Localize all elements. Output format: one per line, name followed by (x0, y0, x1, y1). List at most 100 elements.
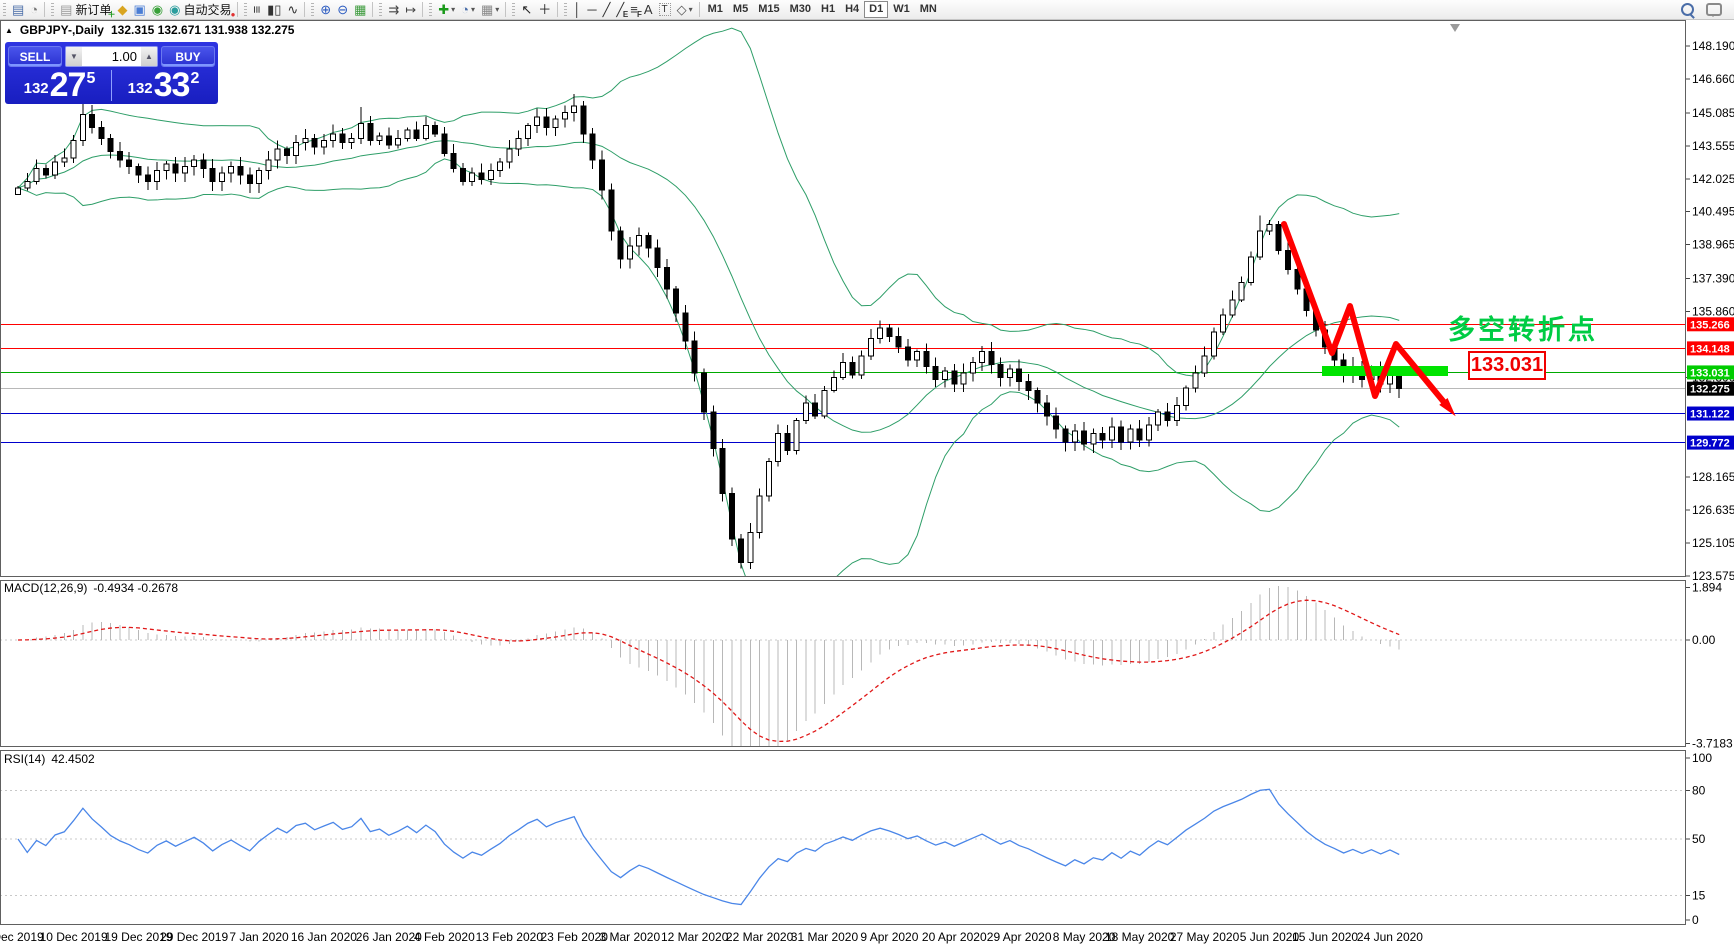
periods-icon-dropdown-arrow[interactable]: ▾ (470, 5, 475, 14)
crosshair-icon[interactable]: ＋ (535, 1, 554, 18)
candle (1266, 224, 1273, 232)
candle (700, 372, 707, 413)
annotation-trend-arrow[interactable] (1281, 221, 1451, 410)
main-chart-plot[interactable] (0, 27, 1686, 605)
community-icon[interactable]: ▣ (130, 1, 148, 18)
timeframe-m15-button[interactable]: M15 (758, 3, 780, 15)
chart-symbol-label: GBPJPY-,Daily (19, 23, 104, 37)
cursor-icon[interactable]: ↖ (518, 1, 535, 18)
price-tick-label: 142.025 (1692, 172, 1734, 186)
rsi-label: RSI(14) 42.4502 (4, 752, 101, 766)
arrows-icon-dropdown-arrow[interactable]: ▾ (688, 5, 693, 14)
autotrading-button-label: 自动交易 (183, 3, 232, 17)
text-icon[interactable]: A (641, 1, 656, 18)
fibonacci-icon[interactable]: ≡ F (627, 1, 642, 19)
arrows-icon[interactable]: ◇ ▾ (674, 1, 696, 18)
autotrading-button[interactable]: ◉ ● 自动交易 (166, 1, 235, 19)
volume-stepper: ▼ ▲ (65, 46, 158, 67)
timeframe-m30-button[interactable]: M30 (789, 3, 811, 15)
chat-icon[interactable] (1706, 3, 1722, 17)
volume-increase-button[interactable]: ▲ (141, 47, 157, 66)
candle (293, 142, 300, 157)
periods-icon[interactable]: ◔ ▾ (458, 1, 478, 18)
buy-button[interactable]: BUY (161, 46, 215, 67)
timeframe-h1-button[interactable]: H1 (821, 3, 836, 15)
signals-icon[interactable]: ◉ (149, 1, 166, 18)
toolbar-group-handle[interactable] (51, 3, 55, 16)
line-chart-icon[interactable]: ∿ (284, 1, 301, 18)
templates-icon-dropdown-arrow[interactable]: ▾ (495, 5, 500, 14)
templates-icon[interactable]: ▦ ▾ (478, 1, 502, 18)
candle (1145, 424, 1152, 441)
timeframe-mn-button[interactable]: MN (919, 3, 937, 15)
horizontal-line-icon[interactable]: ─ (584, 1, 599, 18)
toolbar-group-handle[interactable] (311, 3, 315, 16)
toolbar-group-handle[interactable] (429, 3, 433, 16)
annotation-price-label[interactable]: 133.031 (1468, 351, 1546, 380)
candle (218, 172, 225, 182)
toolbar-group-handle[interactable] (379, 3, 383, 16)
timeframe-m1-button[interactable]: M1 (707, 3, 723, 15)
channel-icon[interactable]: ╱ E (613, 1, 628, 19)
vertical-line-icon[interactable]: │ (570, 1, 584, 18)
metaeditor-icon[interactable]: ◆ (114, 1, 130, 18)
bollinger-lower-band[interactable] (17, 158, 1400, 605)
candle (497, 161, 504, 172)
indicators-icon[interactable]: ✚ ▾ (435, 1, 458, 18)
candle (626, 245, 633, 260)
bar-chart-icon[interactable]: ≡ (250, 1, 265, 18)
candle (691, 340, 698, 374)
toolbar-group-handle[interactable] (564, 3, 568, 16)
timeframe-m5-button[interactable]: M5 (732, 3, 749, 15)
price-level-badge-label: 131.122 (1690, 409, 1730, 421)
candle (1257, 230, 1264, 258)
arrows-icon: ◇ (676, 2, 687, 17)
macd-axis[interactable]: 1.894 0.00 -3.7183 (1686, 580, 1733, 750)
new-order-button[interactable]: ▤ ＋新订单 (57, 1, 115, 19)
volume-decrease-button[interactable]: ▼ (66, 47, 82, 66)
rsi-tick-label: 15 (1692, 889, 1706, 903)
indicators-icon-dropdown-arrow[interactable]: ▾ (451, 5, 456, 14)
candle (385, 135, 392, 146)
chart-shift-marker[interactable] (1450, 24, 1460, 32)
timeframe-w1-button[interactable]: W1 (893, 3, 910, 15)
toolbar-group-handle[interactable] (3, 3, 6, 16)
volume-input[interactable] (82, 47, 141, 66)
chart-collapse-icon[interactable]: ▲ (5, 25, 13, 35)
search-icon[interactable] (1681, 3, 1694, 16)
main-chart-pane[interactable] (0, 20, 1686, 577)
timeframe-d1-button[interactable]: D1 (864, 1, 889, 18)
sell-price[interactable]: 132 27 5 (8, 68, 111, 102)
data-window-icon[interactable]: ◔ (27, 1, 41, 18)
chart-shift-icon[interactable]: ↦ (402, 1, 419, 18)
candle (942, 370, 948, 381)
timeframe-h4-button[interactable]: H4 (845, 3, 860, 15)
macd-plot[interactable] (0, 585, 1686, 764)
rsi-tick-label: 50 (1692, 832, 1706, 846)
candle (1099, 432, 1106, 441)
rsi-plot[interactable] (0, 788, 1686, 906)
candle (339, 133, 346, 144)
market-watch-icon[interactable]: ▤ (9, 1, 27, 18)
sell-button[interactable]: SELL (8, 46, 62, 67)
buy-price[interactable]: 132 33 2 (111, 68, 215, 102)
price-axis[interactable]: 148.190 146.660 145.085 143.555 142.025 140.4… (1686, 39, 1734, 583)
rsi-axis[interactable]: 100 80 50 15 0 (1686, 751, 1712, 927)
zoom-out-icon[interactable]: ⊖ (334, 1, 351, 18)
price-tick-label: 126.635 (1692, 503, 1734, 517)
annotation-cn-text[interactable]: 多空转折点 (1448, 315, 1598, 345)
tile-windows-icon[interactable]: ▦ (351, 1, 369, 18)
candle (61, 157, 68, 163)
candlestick-icon[interactable]: ▮▯ (264, 1, 284, 18)
candle (237, 165, 244, 176)
text-label-icon[interactable]: T (656, 1, 674, 18)
trendline-icon[interactable]: ╱ (600, 1, 614, 18)
toolbar-group-handle[interactable] (244, 3, 248, 16)
candle (571, 105, 578, 114)
bollinger-upper-band[interactable] (17, 27, 1400, 377)
toolbar-group-handle[interactable] (512, 3, 516, 16)
zoom-in-icon[interactable]: ⊕ (317, 1, 334, 18)
auto-scroll-icon[interactable]: ⇉ (385, 1, 402, 18)
